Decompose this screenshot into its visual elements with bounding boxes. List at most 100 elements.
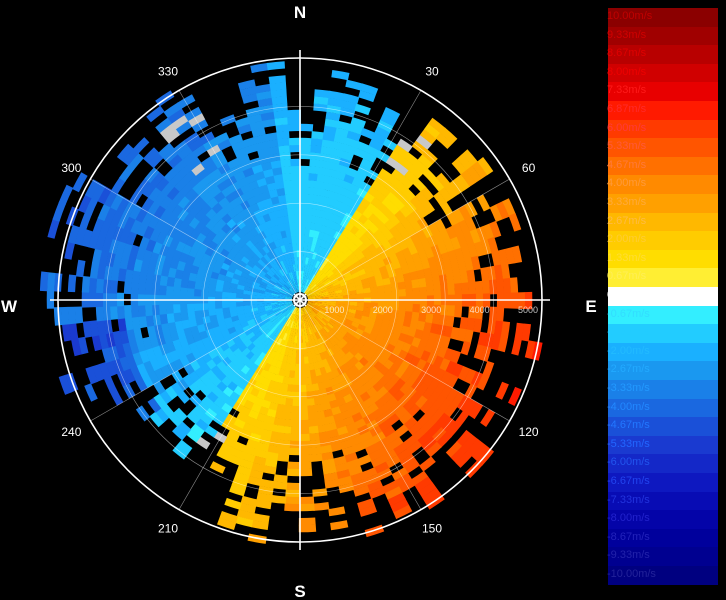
velocity-bin bbox=[287, 116, 301, 125]
velocity-bin bbox=[425, 276, 434, 288]
velocity-bin bbox=[229, 424, 243, 436]
velocity-bin bbox=[312, 390, 321, 399]
azimuth-spoke bbox=[90, 178, 301, 301]
velocity-bin bbox=[426, 235, 438, 248]
velocity-bin bbox=[323, 182, 334, 192]
velocity-bin bbox=[97, 203, 111, 221]
velocity-bin bbox=[269, 266, 277, 275]
velocity-bin bbox=[317, 209, 326, 219]
velocity-bin bbox=[194, 281, 203, 290]
velocity-bin bbox=[109, 388, 124, 406]
velocity-bin bbox=[458, 219, 471, 235]
velocity-bin bbox=[318, 311, 326, 317]
velocity-bin bbox=[335, 292, 344, 297]
velocity-bin bbox=[280, 307, 288, 313]
velocity-bin bbox=[394, 406, 408, 420]
velocity-bin bbox=[318, 160, 331, 170]
velocity-bin bbox=[143, 225, 155, 240]
velocity-bin bbox=[131, 269, 141, 284]
velocity-bin bbox=[341, 363, 351, 373]
velocity-bin bbox=[290, 356, 296, 365]
velocity-bin bbox=[353, 485, 370, 497]
velocity-bin bbox=[306, 271, 311, 280]
velocity-bin bbox=[187, 279, 196, 289]
velocity-bin bbox=[300, 207, 307, 216]
velocity-bin bbox=[149, 251, 160, 265]
velocity-bin bbox=[291, 321, 296, 329]
velocity-bin bbox=[272, 319, 280, 327]
velocity-bin bbox=[278, 293, 286, 297]
velocity-bin bbox=[295, 235, 301, 244]
velocity-bin bbox=[311, 383, 320, 392]
velocity-bin bbox=[300, 186, 309, 195]
velocity-bin bbox=[165, 285, 174, 296]
velocity-bin bbox=[274, 329, 281, 337]
velocity-bin bbox=[428, 377, 441, 392]
velocity-bin bbox=[294, 221, 301, 230]
velocity-bin bbox=[92, 217, 105, 235]
velocity-bin bbox=[309, 326, 315, 335]
velocity-bin bbox=[264, 273, 272, 280]
velocity-bin bbox=[202, 137, 219, 151]
velocity-bin bbox=[308, 273, 314, 281]
velocity-bin bbox=[358, 90, 376, 103]
velocity-bin bbox=[222, 280, 232, 288]
velocity-bin bbox=[254, 170, 266, 181]
velocity-bin bbox=[225, 338, 236, 348]
legend-swatch bbox=[608, 82, 718, 101]
velocity-bin bbox=[288, 137, 301, 146]
velocity-bin bbox=[81, 276, 91, 293]
velocity-bin bbox=[306, 320, 310, 329]
velocity-bin bbox=[281, 286, 289, 292]
velocity-bin bbox=[186, 303, 195, 312]
velocity-bin bbox=[282, 251, 289, 260]
velocity-bin bbox=[270, 300, 279, 304]
velocity-bin bbox=[365, 419, 379, 432]
velocity-bin bbox=[232, 335, 242, 344]
azimuth-spoke bbox=[178, 90, 301, 301]
velocity-bin bbox=[85, 366, 98, 385]
velocity-bin bbox=[307, 301, 315, 305]
velocity-bin bbox=[269, 153, 282, 163]
velocity-bin bbox=[285, 302, 293, 306]
velocity-bin bbox=[324, 324, 333, 332]
velocity-bin bbox=[356, 293, 365, 299]
velocity-bin bbox=[278, 291, 287, 296]
velocity-bin bbox=[386, 413, 400, 427]
velocity-bin bbox=[313, 502, 330, 511]
velocity-bin bbox=[302, 314, 305, 323]
velocity-bin bbox=[209, 185, 222, 198]
velocity-bin bbox=[391, 289, 400, 298]
legend-label: -8.67m/s bbox=[607, 530, 650, 543]
velocity-bin bbox=[428, 117, 446, 134]
velocity-bin bbox=[287, 320, 293, 328]
velocity-bin bbox=[258, 406, 269, 416]
velocity-bin bbox=[153, 367, 166, 382]
velocity-bin bbox=[250, 202, 261, 213]
velocity-bin bbox=[229, 287, 237, 294]
velocity-bin bbox=[360, 83, 379, 96]
velocity-bin bbox=[256, 90, 273, 101]
velocity-bin bbox=[301, 307, 305, 315]
velocity-bin bbox=[258, 184, 270, 194]
velocity-bin bbox=[335, 170, 347, 181]
velocity-bin bbox=[309, 282, 316, 290]
velocity-bin bbox=[309, 369, 317, 378]
velocity-bin bbox=[99, 219, 112, 237]
velocity-bin bbox=[119, 227, 131, 244]
velocity-bin bbox=[291, 405, 300, 414]
velocity-bin bbox=[300, 151, 312, 160]
velocity-bin bbox=[395, 163, 410, 177]
velocity-bin bbox=[387, 269, 397, 279]
velocity-bin bbox=[322, 350, 331, 359]
velocity-bin bbox=[295, 228, 301, 237]
velocity-bin bbox=[159, 195, 173, 210]
velocity-bin bbox=[207, 302, 216, 310]
velocity-bin bbox=[179, 182, 193, 197]
velocity-bin bbox=[311, 131, 325, 140]
velocity-bin bbox=[278, 223, 286, 232]
velocity-bin bbox=[435, 412, 450, 429]
velocity-bin bbox=[363, 292, 372, 299]
velocity-bin bbox=[236, 411, 249, 423]
velocity-bin bbox=[265, 270, 274, 278]
